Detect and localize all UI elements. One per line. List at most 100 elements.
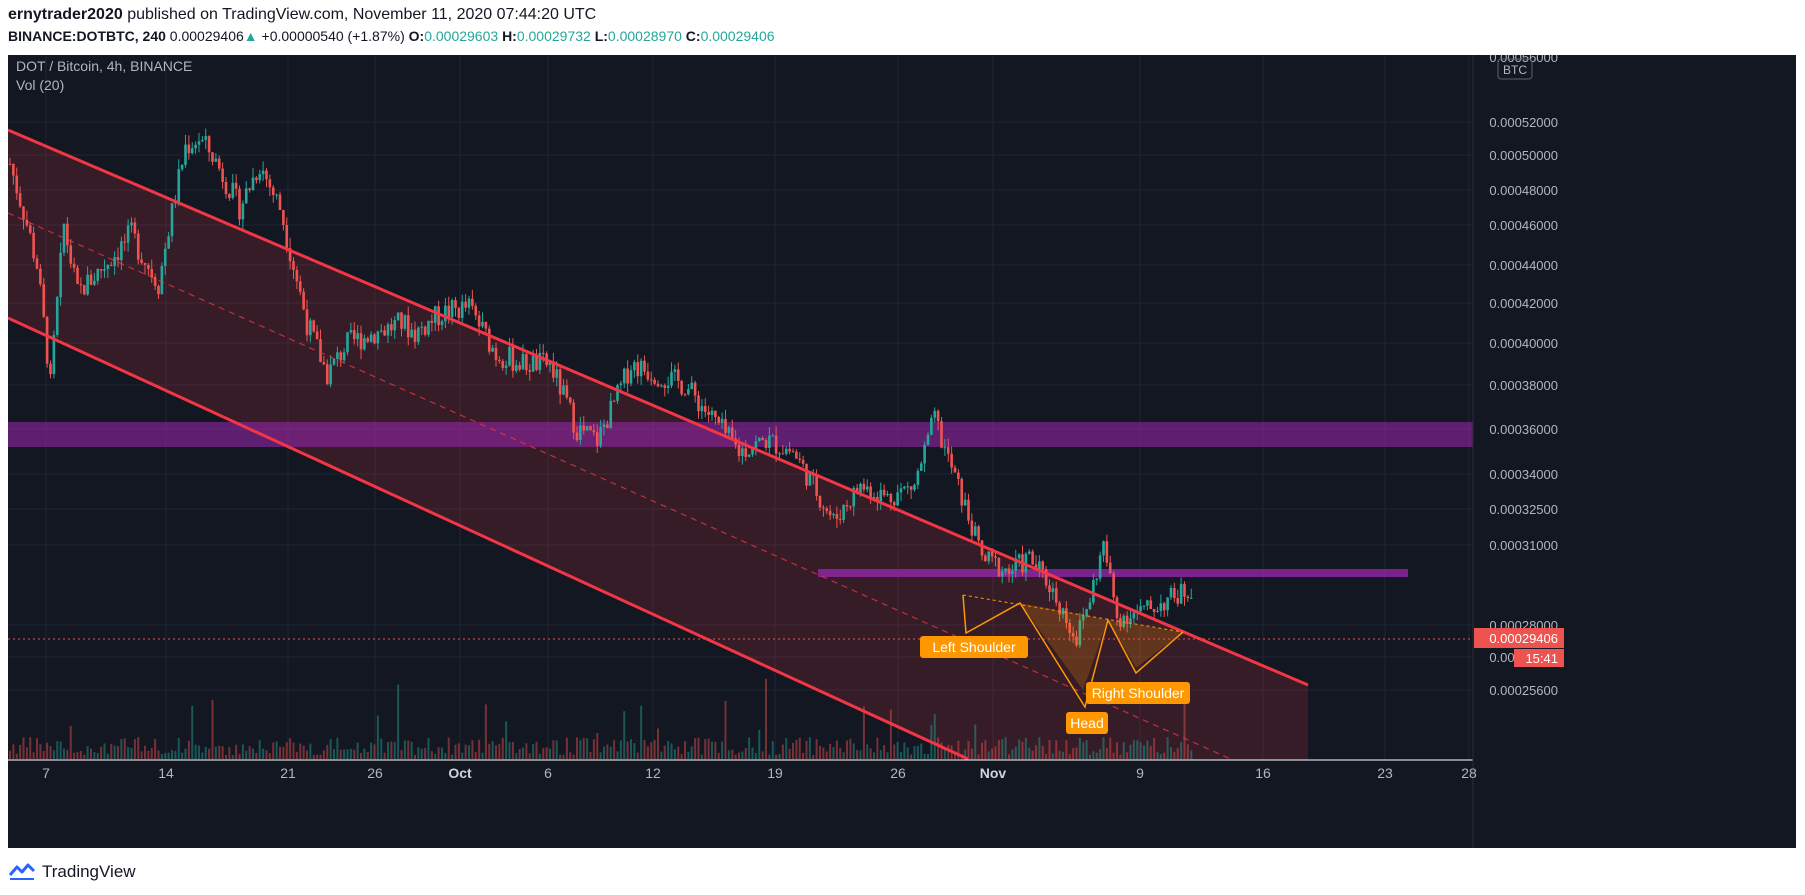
volume-bar: [964, 749, 967, 759]
volume-bar: [52, 750, 55, 759]
candle-body: [298, 281, 302, 292]
candle-body: [1078, 620, 1082, 646]
volume-bar: [842, 752, 845, 759]
candle-body: [1132, 612, 1136, 619]
candle-body: [12, 163, 15, 176]
volume-bar: [559, 754, 562, 759]
currency-badge[interactable]: BTC: [1497, 58, 1533, 80]
volume-bar: [258, 740, 261, 759]
candle-body: [663, 385, 667, 388]
volume-bar: [653, 739, 656, 759]
volume-bar: [160, 753, 163, 759]
volume-bar: [957, 740, 960, 759]
volume-bar: [420, 748, 423, 759]
candle-body: [109, 264, 113, 266]
volume-bar: [916, 745, 919, 759]
candle-body: [1017, 554, 1021, 559]
candle-body: [892, 502, 896, 506]
channel-upper-line[interactable]: [8, 128, 1309, 687]
candle-body: [805, 463, 808, 486]
channel-mid-line[interactable]: [8, 212, 1234, 761]
candle-body: [400, 312, 403, 329]
candle-body: [136, 233, 140, 260]
volume-bar: [879, 750, 882, 759]
volume-bar: [994, 746, 997, 759]
candle-body: [356, 333, 359, 340]
candle-body: [1169, 587, 1173, 598]
volume-bar: [859, 750, 862, 759]
candle-body: [778, 453, 781, 455]
chart-area[interactable]: Left Shoulder Head Right Shoulder DOT / …: [8, 55, 1796, 848]
volume-bar: [491, 741, 494, 759]
volume-bar: [832, 747, 835, 759]
volume-bar: [150, 747, 153, 759]
candle-body: [177, 169, 181, 203]
volume-bar: [90, 748, 92, 759]
time-tick-label: 19: [767, 765, 783, 781]
candlestick-series: [8, 128, 1193, 649]
volume-bar: [1156, 752, 1159, 759]
candle-body: [339, 352, 343, 361]
volume-bar: [792, 742, 794, 759]
candle-body: [76, 267, 79, 284]
candle-body: [427, 320, 430, 335]
neckline[interactable]: [962, 594, 1184, 633]
volume-bar: [684, 741, 686, 759]
volume-bar: [390, 741, 393, 759]
head-label[interactable]: Head: [1066, 712, 1108, 734]
volume-bar: [383, 752, 386, 759]
brand-name[interactable]: TradingView: [42, 862, 136, 881]
candle-body: [795, 451, 798, 459]
candle-body: [346, 332, 349, 353]
candle-body: [1102, 541, 1105, 556]
candle-body: [231, 182, 235, 198]
volume-bar: [991, 748, 994, 759]
volume-bar: [39, 744, 42, 759]
volume-bar: [852, 743, 855, 759]
candle-body: [106, 264, 110, 270]
volume-bar: [1159, 754, 1162, 759]
volume-bar: [1109, 737, 1112, 759]
volume-bar: [79, 750, 82, 759]
volume-bar: [228, 747, 231, 759]
volume-bar: [177, 737, 180, 759]
candle-body: [784, 448, 788, 454]
volume-bar: [93, 752, 96, 759]
candle-body: [565, 385, 569, 398]
time-axis[interactable]: 7 14 21 26 Oct 6 12 19 26 Nov 9 16 23 28: [42, 765, 1477, 781]
support-zone[interactable]: [818, 569, 1408, 577]
candle-body: [653, 379, 656, 384]
candle-body: [879, 489, 883, 502]
right-shoulder-label[interactable]: Right Shoulder: [1086, 682, 1190, 704]
publish-info: published on TradingView.com, November 1…: [122, 6, 597, 23]
price-chart[interactable]: Left Shoulder Head Right Shoulder DOT / …: [8, 55, 1796, 848]
candle-body: [315, 331, 319, 340]
volume-bar: [424, 747, 427, 759]
chart-title: DOT / Bitcoin, 4h, BINANCE: [16, 58, 192, 74]
pattern-fill: [963, 595, 1183, 690]
candle-body: [946, 447, 950, 454]
candle-body: [1179, 583, 1183, 604]
channel-lower-line[interactable]: [8, 316, 969, 761]
time-tick-label: 6: [544, 765, 552, 781]
candle-body: [1068, 622, 1072, 633]
volume-bar: [896, 741, 899, 759]
low-label: L:: [594, 28, 608, 44]
volume-bar: [302, 745, 305, 759]
candle-body: [1051, 588, 1055, 593]
candle-body: [548, 361, 552, 366]
author-name[interactable]: ernytrader2020: [8, 6, 123, 23]
candle-body: [575, 432, 579, 441]
candle-body: [622, 368, 626, 384]
left-shoulder-label[interactable]: Left Shoulder: [920, 636, 1028, 658]
volume-bar: [1170, 747, 1172, 759]
candle-body: [62, 223, 66, 253]
volume-bar: [1065, 740, 1068, 759]
close-label: C:: [685, 28, 701, 44]
volume-bar: [1051, 753, 1054, 759]
candle-body: [359, 333, 363, 350]
head-shoulders-pattern[interactable]: [962, 594, 1184, 709]
volume-bar: [140, 751, 143, 759]
candle-body: [1095, 578, 1099, 581]
price-axis[interactable]: 0.00052000 0.00050000 0.00048000 0.00046000…: [1489, 55, 1558, 698]
